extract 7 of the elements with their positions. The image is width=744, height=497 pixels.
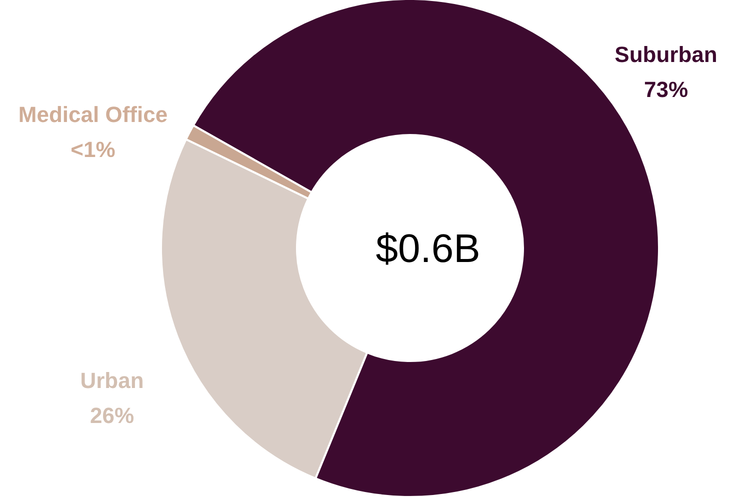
data-label: <1% xyxy=(70,137,116,162)
data-label: 26% xyxy=(90,403,134,428)
data-label: 73% xyxy=(644,77,688,102)
slice-label: Suburban xyxy=(614,42,718,67)
slice-label: Medical Office xyxy=(18,102,168,127)
slice-label: Urban xyxy=(80,368,144,393)
text: $0.6B xyxy=(376,227,480,271)
